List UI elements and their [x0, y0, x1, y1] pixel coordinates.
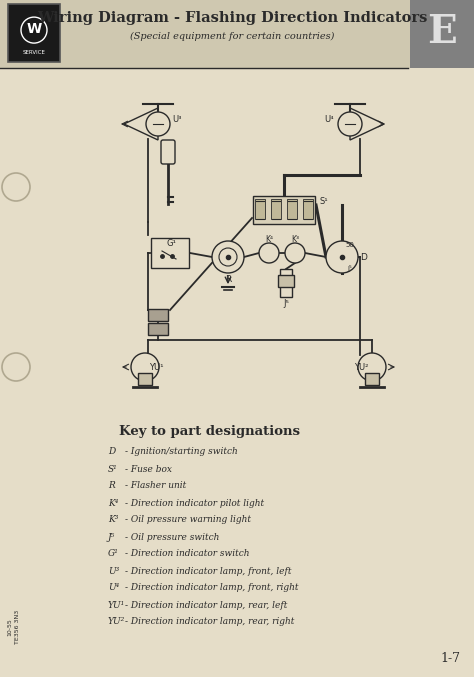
Circle shape: [326, 241, 358, 273]
Text: D: D: [361, 253, 367, 261]
Text: R: R: [108, 481, 115, 491]
Circle shape: [212, 241, 244, 273]
Text: YU¹: YU¹: [149, 362, 164, 372]
Circle shape: [2, 353, 30, 381]
Text: K³: K³: [291, 234, 299, 244]
Circle shape: [2, 173, 30, 201]
Text: U⁴: U⁴: [108, 584, 119, 592]
Text: U³: U³: [172, 114, 182, 123]
FancyBboxPatch shape: [161, 140, 175, 164]
Text: - Ignition/starting switch: - Ignition/starting switch: [125, 447, 238, 456]
Text: U³: U³: [108, 567, 119, 575]
Text: TE356 3N3: TE356 3N3: [16, 610, 20, 644]
FancyBboxPatch shape: [278, 275, 294, 287]
FancyBboxPatch shape: [255, 199, 265, 219]
Circle shape: [338, 112, 362, 136]
Text: - Fuse box: - Fuse box: [125, 464, 172, 473]
Text: - Flasher unit: - Flasher unit: [125, 481, 186, 491]
Circle shape: [146, 112, 170, 136]
FancyBboxPatch shape: [138, 373, 152, 385]
FancyBboxPatch shape: [303, 199, 313, 219]
Text: D: D: [108, 447, 115, 456]
Text: E: E: [427, 13, 457, 51]
FancyBboxPatch shape: [148, 323, 168, 335]
Text: G¹: G¹: [166, 240, 176, 248]
FancyBboxPatch shape: [8, 4, 60, 62]
Text: S¹: S¹: [108, 464, 118, 473]
Text: - Direction indicator lamp, front, left: - Direction indicator lamp, front, left: [125, 567, 292, 575]
Text: W: W: [27, 22, 42, 36]
Text: 10-55: 10-55: [8, 618, 12, 636]
Text: SERVICE: SERVICE: [23, 51, 46, 56]
Text: YU¹: YU¹: [108, 600, 125, 609]
FancyBboxPatch shape: [287, 199, 297, 219]
Text: 50: 50: [346, 242, 355, 248]
Text: Wiring Diagram - Flashing Direction Indicators: Wiring Diagram - Flashing Direction Indi…: [37, 11, 427, 25]
Text: U⁴: U⁴: [324, 114, 334, 123]
Text: - Oil pressure switch: - Oil pressure switch: [125, 533, 219, 542]
Text: - Oil pressure warning light: - Oil pressure warning light: [125, 515, 251, 525]
FancyBboxPatch shape: [151, 238, 189, 268]
Text: - Direction indicator lamp, rear, left: - Direction indicator lamp, rear, left: [125, 600, 287, 609]
Text: YU²: YU²: [354, 362, 368, 372]
Text: 1-7: 1-7: [440, 653, 460, 665]
Text: - Direction indicator pilot light: - Direction indicator pilot light: [125, 498, 264, 508]
Text: Key to part designations: Key to part designations: [119, 426, 301, 439]
Text: (Special equipment for certain countries): (Special equipment for certain countries…: [130, 31, 334, 41]
Text: YU²: YU²: [108, 617, 125, 626]
Text: K⁴: K⁴: [108, 498, 118, 508]
Circle shape: [259, 243, 279, 263]
Text: - Direction indicator lamp, rear, right: - Direction indicator lamp, rear, right: [125, 617, 294, 626]
Text: S¹: S¹: [319, 198, 328, 206]
FancyBboxPatch shape: [253, 196, 315, 224]
Circle shape: [131, 353, 159, 381]
FancyBboxPatch shape: [410, 0, 474, 68]
Text: G¹: G¹: [108, 550, 119, 559]
Text: J⁵: J⁵: [283, 299, 289, 307]
Circle shape: [358, 353, 386, 381]
Text: J⁵: J⁵: [108, 533, 115, 542]
Text: - Direction indicator lamp, front, right: - Direction indicator lamp, front, right: [125, 584, 299, 592]
FancyBboxPatch shape: [271, 199, 281, 219]
FancyBboxPatch shape: [365, 373, 379, 385]
Circle shape: [21, 17, 47, 43]
Circle shape: [285, 243, 305, 263]
Text: - Direction indicator switch: - Direction indicator switch: [125, 550, 249, 559]
Text: K³: K³: [108, 515, 118, 525]
FancyBboxPatch shape: [148, 309, 168, 321]
Text: R: R: [225, 274, 231, 284]
FancyBboxPatch shape: [0, 0, 474, 68]
FancyBboxPatch shape: [280, 269, 292, 297]
Text: K⁴: K⁴: [265, 234, 273, 244]
Text: J⁵: J⁵: [347, 265, 352, 271]
